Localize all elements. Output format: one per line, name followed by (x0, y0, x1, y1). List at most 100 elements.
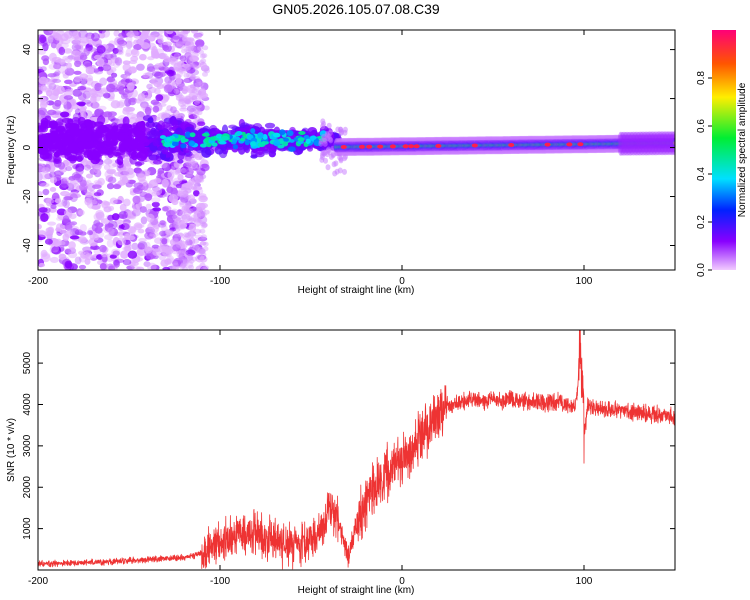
spectrogram-cell (188, 76, 196, 81)
spectrogram-cell (108, 265, 116, 270)
spectrogram-cell (198, 60, 205, 66)
spectrogram-cell (196, 206, 203, 212)
spectrogram-cell (43, 30, 54, 36)
spectrogram-cell (63, 30, 73, 39)
spectrogram-cell (53, 156, 62, 164)
spectrogram-cell (179, 201, 188, 208)
spectrogram-cell (40, 66, 47, 72)
colorbar-tick-label: 0.8 (696, 71, 707, 85)
spectrogram-cell (191, 256, 198, 262)
spectrogram-cell (320, 123, 326, 130)
spectrogram-cell (59, 229, 66, 234)
spectrogram-cell (67, 179, 77, 188)
spectrogram-cell (164, 76, 173, 84)
spectrogram-cell (185, 232, 191, 238)
spectrogram-cell (297, 137, 305, 142)
spectrogram-cell (161, 224, 168, 233)
spectrogram-cell (188, 114, 198, 120)
spectrogram-cell (273, 139, 281, 147)
spectrogram-cell (63, 48, 73, 54)
spectrogram-cell (326, 122, 332, 129)
spectrogram-cell (93, 169, 102, 178)
spectrogram-cell (178, 255, 185, 261)
spectrogram-cell (334, 168, 340, 175)
spectrogram-cell (134, 144, 145, 149)
spectrogram-cell (671, 131, 675, 156)
spectrogram-y-tick-label: -20 (22, 189, 33, 204)
spectrogram-cell (201, 222, 208, 228)
spectrogram-cell (88, 199, 98, 205)
spectrogram-cell (188, 264, 195, 270)
spectrogram-cell (194, 109, 200, 114)
spectrogram-cell (144, 106, 152, 116)
spectrogram-cell (64, 57, 73, 63)
spectrogram-cell (153, 81, 162, 88)
spectrogram-cell (185, 46, 192, 52)
spectrogram-cell (326, 146, 332, 153)
spectrogram-cell (46, 230, 54, 238)
spectrogram-cell (136, 247, 147, 257)
spectrogram-cell (339, 128, 345, 135)
spectrogram-cell (74, 60, 82, 68)
spectrogram-cell (180, 224, 187, 230)
spectrogram-cell (122, 108, 130, 115)
spectrogram-cell (200, 221, 208, 229)
spectrogram-cell (192, 100, 202, 106)
spectrogram-cell (93, 68, 100, 73)
spectrogram-cell (180, 186, 187, 192)
spectrogram-cell (198, 81, 205, 86)
spectrogram-cell (190, 30, 199, 34)
spectrogram-cell (198, 177, 205, 183)
spectrogram-cell (125, 78, 133, 83)
spectrogram-cell (199, 61, 207, 69)
spectrogram-cell (139, 138, 150, 147)
spectrogram-cell (120, 93, 128, 100)
spectrogram-cell (196, 217, 203, 223)
spectrogram-cell (177, 232, 184, 238)
spectrogram-cell (96, 91, 105, 98)
spectrogram-cell (127, 82, 135, 91)
spectrogram-cell (94, 83, 103, 88)
spectrogram-cell (167, 170, 175, 180)
spectrogram-cell (186, 215, 193, 221)
spectrogram-cell (92, 102, 100, 109)
spectrogram-cell (195, 90, 202, 96)
spectrogram-cell (191, 95, 198, 100)
spectrogram-cell (177, 249, 184, 255)
spectrogram-cell (64, 146, 75, 153)
spectrogram-cell (96, 139, 104, 145)
spectrogram-cell (175, 94, 186, 102)
spectrogram-cell (172, 237, 179, 243)
spectrogram-cell (182, 190, 189, 196)
spectrogram-cell (105, 143, 114, 152)
spectrogram-cell (97, 161, 105, 167)
spectrogram-cell (166, 137, 172, 142)
spectrogram-cell (172, 42, 179, 48)
spectrogram-cell (96, 45, 106, 54)
spectrogram-cell (163, 84, 173, 94)
spectrogram-cell (147, 222, 156, 230)
spectrogram-cell (154, 63, 164, 68)
spectrogram-cell (151, 201, 160, 208)
spectrogram-cell (103, 163, 111, 171)
spectrogram-cell (283, 137, 289, 142)
spectrogram-cell (188, 223, 197, 232)
spectrogram-cell (172, 214, 179, 220)
spectrogram-cell (191, 95, 198, 101)
spectrogram-cell (149, 231, 159, 237)
spectrogram-cell (268, 150, 277, 158)
spectrogram-cell (196, 175, 203, 181)
spectrogram-cell (62, 136, 73, 146)
spectrogram-cell (49, 256, 59, 263)
spectrogram-cell (199, 255, 208, 263)
spectrogram-cell (122, 258, 132, 266)
spectrogram-cell (333, 160, 339, 167)
spectrogram-cell (158, 72, 166, 78)
spectrogram-cell (183, 65, 190, 71)
spectrogram-cell (172, 35, 180, 40)
spectrogram-cell (195, 178, 202, 184)
spectrogram-cell (318, 140, 324, 147)
spectrogram-cell (118, 47, 125, 56)
spectrogram-cell (158, 30, 165, 35)
spectrogram-cell (182, 267, 189, 270)
